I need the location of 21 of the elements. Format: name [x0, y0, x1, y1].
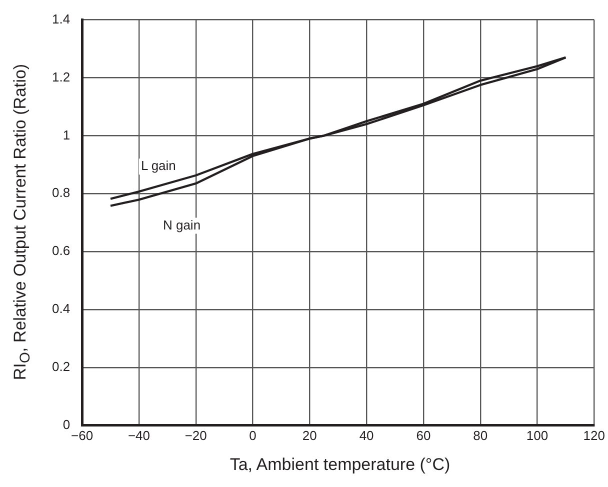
x-tick-label: −60 [71, 428, 94, 443]
x-tick-label: 100 [526, 428, 548, 443]
series-label: N gain [162, 217, 201, 232]
y-tick-label: 0.4 [52, 301, 70, 316]
y-tick-label: 0 [62, 416, 70, 432]
x-axis-title: Ta, Ambient temperature (°C) [230, 455, 450, 475]
y-tick-label: 0.6 [52, 243, 70, 258]
y-tick-label: 1 [62, 127, 70, 142]
x-tick-label: −20 [184, 428, 207, 443]
x-tick-label: 80 [473, 428, 488, 443]
x-tick-label: 120 [583, 428, 606, 443]
y-tick-label: 0.8 [52, 185, 70, 200]
y-tick-label: 1.2 [52, 69, 70, 84]
x-tick-label: 20 [302, 428, 317, 443]
x-tick-label: 60 [416, 428, 431, 443]
x-tick-label: 0 [249, 428, 256, 443]
y-tick-label: 0.2 [52, 359, 70, 374]
x-tick-label: 40 [359, 428, 374, 443]
y-tick-label: 1.4 [52, 11, 70, 26]
series-label: L gain [140, 158, 176, 174]
x-tick-label: −40 [128, 428, 150, 443]
